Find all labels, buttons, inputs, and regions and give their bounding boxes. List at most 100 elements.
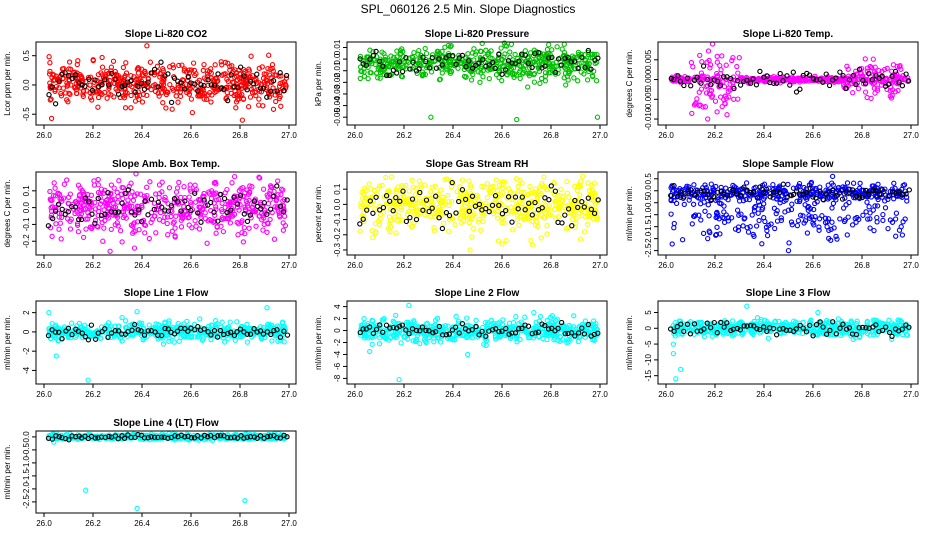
data-point — [516, 222, 522, 229]
data-point — [260, 227, 266, 233]
data-point — [721, 203, 727, 209]
data-point — [132, 98, 139, 104]
data-point — [388, 53, 394, 59]
data-point — [48, 115, 55, 122]
data-point — [447, 58, 454, 64]
data-point — [190, 60, 197, 66]
data-point — [563, 82, 569, 88]
data-point — [160, 100, 166, 106]
data-point — [735, 70, 741, 76]
data-point — [863, 209, 869, 215]
outlier-point — [134, 309, 140, 315]
data-point — [67, 91, 73, 97]
data-point — [527, 65, 533, 71]
slope-point — [459, 52, 466, 59]
y-axis-label: ml/min per min. — [625, 186, 634, 241]
data-point — [221, 339, 228, 345]
chart-title: Slope Li-820 Temp. — [743, 29, 834, 40]
data-point — [162, 214, 168, 220]
data-point — [173, 213, 179, 219]
data-point — [365, 75, 371, 82]
slope-point — [433, 65, 440, 71]
slope-point — [407, 214, 413, 221]
data-point — [193, 223, 199, 229]
y-tick-label: 0.01 — [333, 39, 342, 55]
data-point — [174, 86, 180, 92]
data-point — [90, 57, 96, 63]
data-point — [104, 95, 110, 101]
slope-point — [59, 206, 65, 212]
slope-point — [145, 212, 151, 218]
x-tick-label: 26.6 — [805, 261, 821, 270]
data-point — [689, 221, 695, 227]
slope-point — [185, 73, 191, 80]
data-point — [47, 97, 53, 103]
data-point — [173, 189, 180, 195]
data-point — [47, 188, 53, 195]
data-point — [227, 319, 233, 325]
slope-point — [158, 59, 164, 65]
data-point — [857, 180, 863, 186]
data-point — [116, 178, 122, 184]
chart-title: Slope Line 1 Flow — [124, 288, 209, 299]
data-point — [466, 178, 472, 184]
data-point — [698, 217, 704, 223]
data-point — [247, 94, 254, 100]
data-point — [47, 68, 53, 75]
outlier-point — [264, 305, 270, 311]
data-point — [563, 63, 569, 69]
y-tick-label: 0.0 — [333, 198, 342, 210]
data-point — [134, 93, 140, 99]
x-tick-label: 26.2 — [396, 261, 412, 270]
data-point — [113, 86, 119, 92]
slope-point — [797, 86, 803, 92]
data-point — [445, 228, 452, 235]
data-point — [244, 73, 250, 80]
data-point — [668, 211, 674, 217]
slope-point — [274, 183, 280, 189]
data-point — [721, 219, 728, 226]
data-point — [469, 234, 475, 240]
plot-frame — [35, 300, 297, 385]
data-point — [544, 46, 551, 53]
y-tick-label: -0.1 — [333, 212, 342, 226]
data-point — [586, 60, 592, 67]
data-point — [708, 181, 714, 187]
data-point — [571, 75, 577, 81]
data-point — [265, 201, 272, 207]
data-point — [123, 60, 129, 66]
data-point — [151, 69, 157, 76]
slope-point — [241, 73, 247, 79]
slope-point — [89, 87, 96, 94]
data-point — [584, 77, 591, 83]
data-point — [470, 226, 476, 232]
data-point — [156, 182, 163, 188]
data-point — [494, 215, 501, 221]
data-point — [772, 225, 778, 232]
slope-point — [357, 56, 363, 62]
data-point — [265, 65, 271, 72]
data-point — [855, 85, 862, 92]
outlier-point — [514, 116, 520, 123]
y-tick-label: 0.005 — [644, 49, 653, 70]
x-tick-label: 27.0 — [281, 390, 297, 399]
data-point — [172, 225, 178, 231]
data-point — [702, 208, 708, 214]
data-point — [119, 239, 125, 245]
data-point — [124, 82, 130, 88]
data-point — [537, 313, 544, 320]
data-point — [749, 212, 755, 218]
data-point — [439, 48, 445, 55]
slope-point — [148, 196, 155, 202]
data-point — [714, 224, 720, 230]
y-tick-label: -0.5 — [22, 107, 31, 121]
data-point — [366, 181, 372, 187]
slope-point — [99, 82, 105, 88]
data-point — [52, 185, 58, 191]
data-point — [280, 187, 286, 193]
x-tick-label: 27.0 — [592, 261, 608, 270]
data-point — [714, 53, 720, 60]
data-point — [49, 233, 55, 240]
slope-point — [284, 197, 290, 203]
